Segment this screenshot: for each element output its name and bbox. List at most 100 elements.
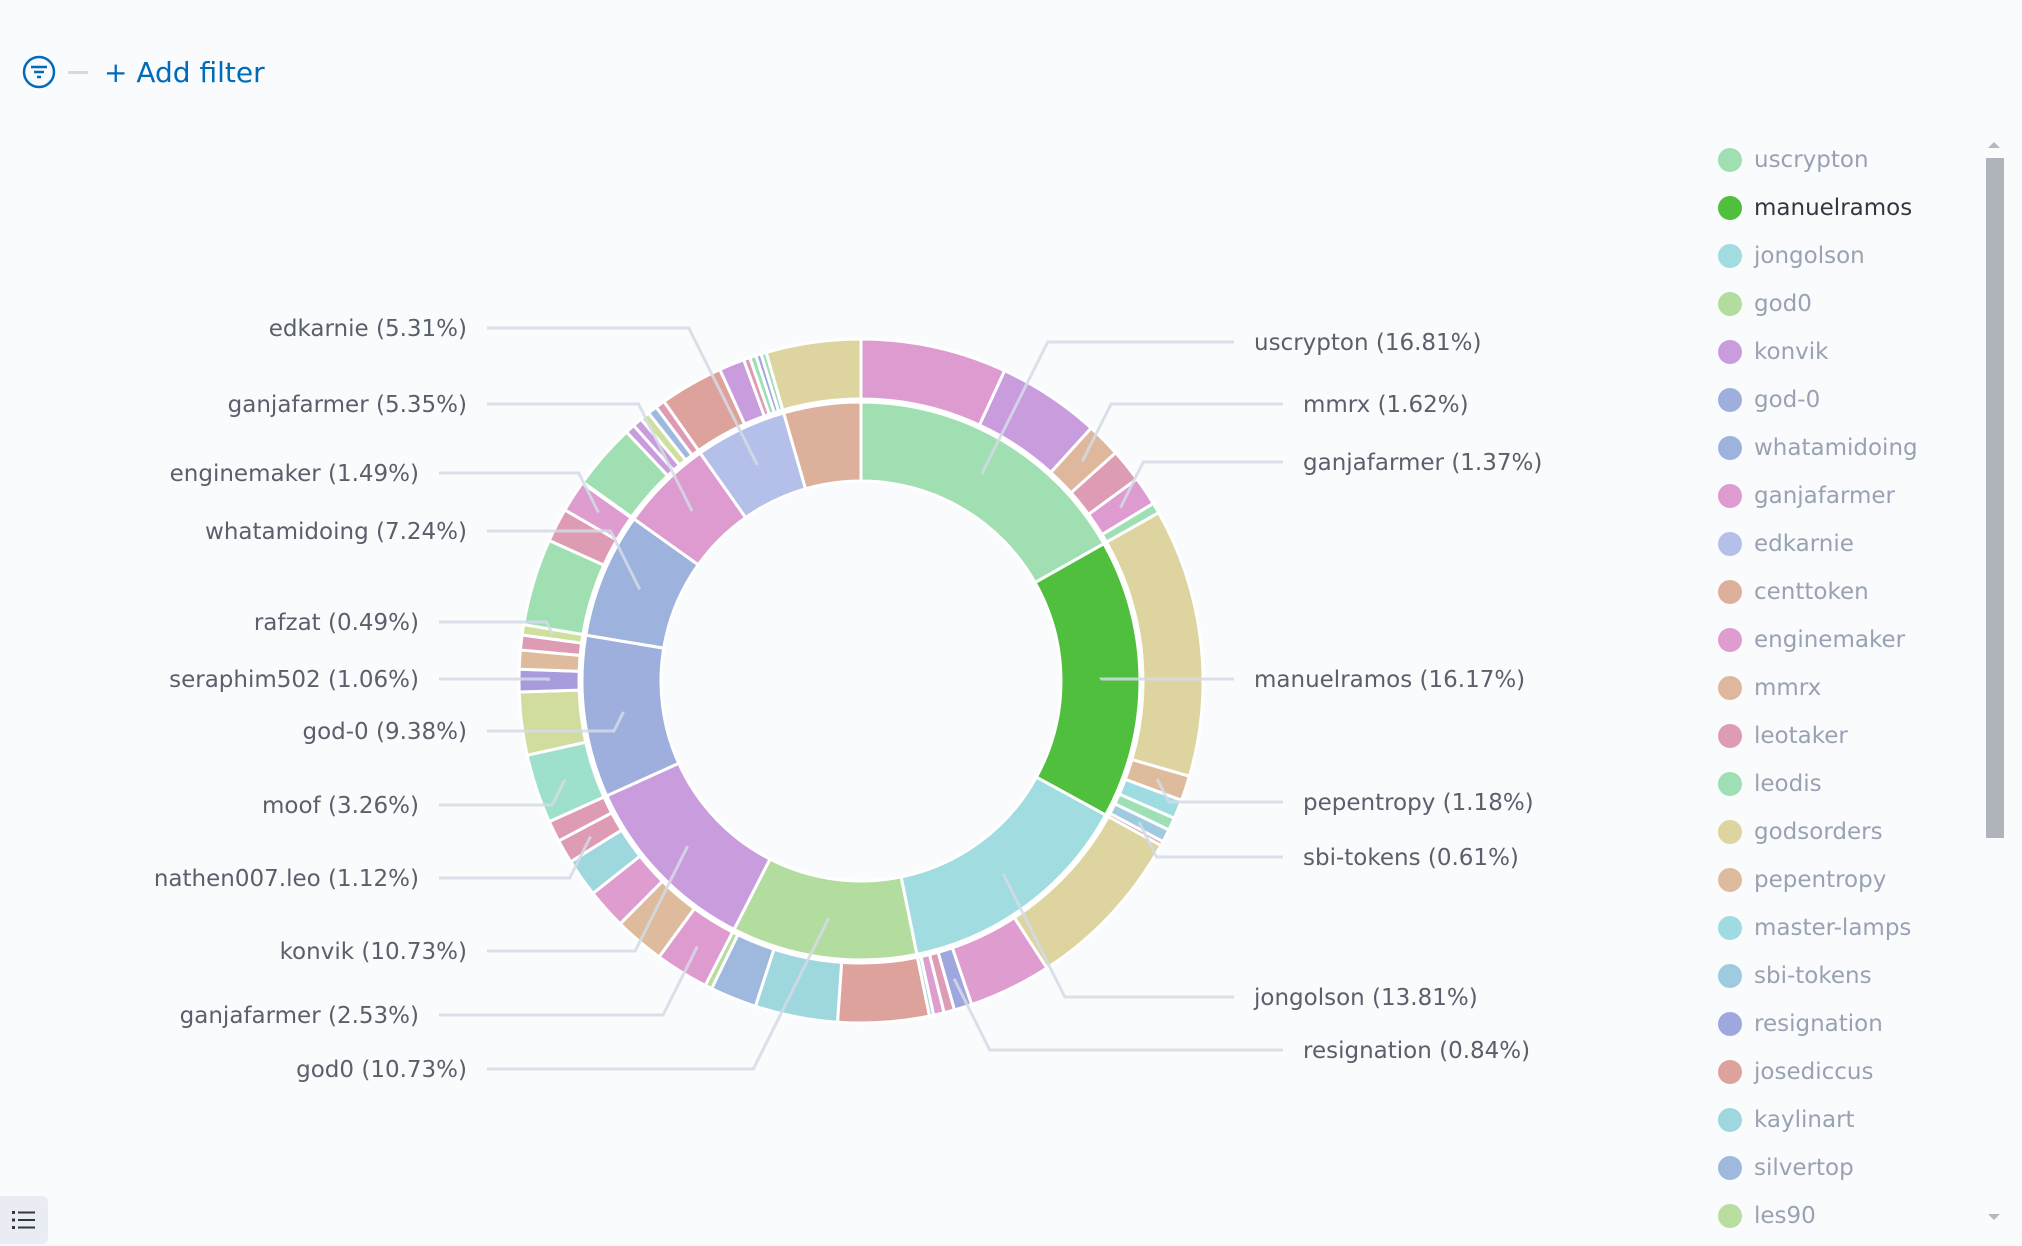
legend-item-edkarnie[interactable]: edkarnie [1718, 520, 1968, 568]
legend-color-dot-icon [1718, 1060, 1742, 1084]
slice-label: uscrypton (16.81%) [1254, 330, 1482, 356]
slice-label: seraphim502 (1.06%) [169, 667, 419, 693]
legend-label: manuelramos [1754, 195, 1913, 221]
label-line [439, 471, 600, 514]
slice-label: pepentropy (1.18%) [1303, 790, 1534, 816]
legend-item-master-lamps[interactable]: master-lamps [1718, 904, 1968, 952]
legend-item-ganjafarmer[interactable]: ganjafarmer [1718, 472, 1968, 520]
legend-scroll-up-arrow[interactable] [1988, 142, 2000, 148]
legend-color-dot-icon [1718, 436, 1742, 460]
slice-label: sbi-tokens (0.61%) [1303, 845, 1519, 871]
label-line [1001, 873, 1234, 999]
legend-item-konvik[interactable]: konvik [1718, 328, 1968, 376]
legend-color-dot-icon [1718, 1204, 1742, 1228]
filter-icon[interactable] [22, 55, 56, 89]
label-line [1081, 402, 1283, 462]
legend-item-god-0[interactable]: god-0 [1718, 376, 1968, 424]
legend-label: josediccus [1754, 1059, 1874, 1085]
legend-item-les90[interactable]: les90 [1718, 1192, 1968, 1240]
slice-label: whatamidoing (7.24%) [205, 519, 467, 545]
legend-toggle-button[interactable] [0, 1196, 48, 1244]
legend-item-whatamidoing[interactable]: whatamidoing [1718, 424, 1968, 472]
legend-item-godsorders[interactable]: godsorders [1718, 808, 1968, 856]
legend-label: pepentropy [1754, 867, 1887, 893]
slice-label: nathen007.leo (1.12%) [154, 866, 419, 892]
legend-item-pepentropy[interactable]: pepentropy [1718, 856, 1968, 904]
slice-label: ganjafarmer (2.53%) [180, 1003, 419, 1029]
legend-color-dot-icon [1718, 388, 1742, 412]
filter-separator [68, 70, 88, 74]
legend-color-dot-icon [1718, 676, 1742, 700]
label-line [980, 340, 1234, 475]
label-line [487, 711, 625, 733]
legend-item-leotaker[interactable]: leotaker [1718, 712, 1968, 760]
outer-ring-slice[interactable] [764, 337, 863, 412]
legend-item-mmrx[interactable]: mmrx [1718, 664, 1968, 712]
legend-scroll-down-arrow[interactable] [1988, 1214, 2000, 1220]
label-line [487, 402, 694, 512]
legend-label: kaylinart [1754, 1107, 1855, 1133]
slice-label: moof (3.26%) [262, 793, 419, 819]
legend-color-dot-icon [1718, 244, 1742, 268]
slice-label: jongolson (13.81%) [1253, 985, 1478, 1011]
label-line [952, 978, 1283, 1052]
legend-label: edkarnie [1754, 531, 1854, 557]
legend-label: konvik [1754, 339, 1829, 365]
legend-color-dot-icon [1718, 868, 1742, 892]
label-line [487, 845, 689, 953]
legend-item-centtoken[interactable]: centtoken [1718, 568, 1968, 616]
legend-item-resignation[interactable]: resignation [1718, 1000, 1968, 1048]
legend-label: centtoken [1754, 579, 1869, 605]
legend-color-dot-icon [1718, 532, 1742, 556]
legend-item-god0[interactable]: god0 [1718, 280, 1968, 328]
legend-color-dot-icon [1718, 1156, 1742, 1180]
legend-label: mmrx [1754, 675, 1822, 701]
label-line [439, 620, 554, 635]
legend-color-dot-icon [1718, 964, 1742, 988]
legend-color-dot-icon [1718, 628, 1742, 652]
outer-ring-slice[interactable] [517, 667, 581, 694]
slice-label: god0 (10.73%) [296, 1057, 467, 1083]
legend-label: resignation [1754, 1011, 1883, 1037]
legend-color-dot-icon [1718, 196, 1742, 220]
legend-label: leodis [1754, 771, 1822, 797]
label-line [1119, 460, 1283, 509]
label-line [439, 945, 699, 1017]
label-line [487, 529, 642, 591]
slice-label: edkarnie (5.31%) [269, 316, 467, 342]
add-filter-button[interactable]: + Add filter [104, 55, 265, 89]
inner-ring-slice-centtoken[interactable] [781, 400, 863, 491]
legend-item-manuelramos[interactable]: manuelramos [1718, 184, 1968, 232]
legend-label: whatamidoing [1754, 435, 1918, 461]
slice-label: manuelramos (16.17%) [1254, 667, 1525, 693]
label-line [1137, 821, 1283, 859]
legend-label: godsorders [1754, 819, 1883, 845]
legend-item-kaylinart[interactable]: kaylinart [1718, 1096, 1968, 1144]
slice-label: god-0 (9.38%) [302, 719, 467, 745]
legend-label: god0 [1754, 291, 1812, 317]
slice-label: ganjafarmer (5.35%) [228, 392, 467, 418]
legend-color-dot-icon [1718, 292, 1742, 316]
outer-ring-slice[interactable] [835, 955, 932, 1025]
legend-label: ganjafarmer [1754, 483, 1896, 509]
legend-label: master-lamps [1754, 915, 1912, 941]
legend-label: jongolson [1754, 243, 1865, 269]
slice-label: rafzat (0.49%) [254, 610, 419, 636]
list-icon [12, 1211, 35, 1229]
legend-item-enginemaker[interactable]: enginemaker [1718, 616, 1968, 664]
legend-item-sbi-tokens[interactable]: sbi-tokens [1718, 952, 1968, 1000]
legend-label: enginemaker [1754, 627, 1906, 653]
legend-item-leodis[interactable]: leodis [1718, 760, 1968, 808]
outer-ring-slice[interactable] [517, 688, 588, 758]
legend-item-jongolson[interactable]: jongolson [1718, 232, 1968, 280]
legend-item-josediccus[interactable]: josediccus [1718, 1048, 1968, 1096]
legend-item-silvertop[interactable]: silvertop [1718, 1144, 1968, 1192]
legend-item-uscrypton[interactable]: uscrypton [1718, 136, 1968, 184]
slice-label: ganjafarmer (1.37%) [1303, 450, 1542, 476]
slice-label: konvik (10.73%) [280, 939, 467, 965]
legend-scrollbar[interactable] [1986, 158, 2004, 838]
chart-legend: uscrypton manuelramos jongolson god0 konvik g… [1718, 136, 1968, 1240]
slice-label: resignation (0.84%) [1303, 1038, 1530, 1064]
slice-label: enginemaker (1.49%) [170, 461, 419, 487]
